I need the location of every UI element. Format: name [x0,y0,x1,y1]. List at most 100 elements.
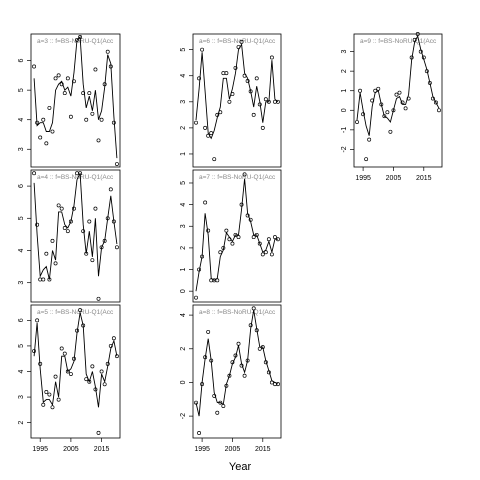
data-point [35,222,40,227]
data-point [215,278,220,283]
data-point [427,80,432,85]
data-point [260,345,265,350]
data-point [102,238,107,243]
data-point [78,308,83,313]
data-point [260,125,265,130]
data-point [254,328,259,333]
data-point [44,141,49,146]
data-point [194,295,198,300]
data-point [41,117,46,122]
data-point [114,245,119,250]
data-point [93,387,98,392]
data-point [239,39,244,44]
panel-frame [192,169,282,303]
data-point [242,73,247,78]
data-point [254,76,259,81]
y-tick-label: 2 [341,69,348,73]
series-line [33,36,118,159]
data-point [197,430,202,435]
x-tick-label: 1995 [355,175,371,182]
data-point [257,241,262,246]
series-line [195,310,279,417]
data-point [206,329,211,334]
data-point [242,373,247,378]
y-tick-label: 6 [18,184,25,188]
panel-frame [30,169,121,303]
y-tick-label: 0 [180,380,187,384]
data-point [236,341,241,346]
data-point [430,96,435,101]
data-point [206,228,211,233]
y-tick-label: 3 [180,224,187,228]
data-point [233,65,238,70]
data-point [50,405,55,410]
y-tick-label: 4 [18,248,25,252]
data-point [50,238,55,243]
data-point [245,358,250,363]
data-point [99,369,104,374]
data-point [65,369,70,374]
data-point [276,99,280,104]
data-point [111,120,116,125]
data-point [394,92,399,97]
data-point [218,400,223,405]
data-point [412,37,417,42]
data-point [269,380,274,385]
x-axis-label: Year [229,461,252,473]
data-point [269,55,274,60]
data-point [227,99,232,104]
data-point [233,353,238,358]
data-point [203,125,208,130]
data-point [59,82,64,87]
data-point [224,228,229,233]
data-point [78,171,83,176]
data-point [93,67,98,72]
data-point [406,96,411,101]
data-point [242,172,247,177]
data-point [230,92,235,96]
data-point [32,64,37,69]
x-tick-label: 2015 [94,446,110,453]
data-point [197,76,202,81]
data-point [90,111,95,116]
panel-frame [192,33,282,168]
data-point [263,97,268,102]
data-point [200,382,205,387]
data-point [90,258,95,263]
data-point [87,91,92,96]
data-point [415,32,420,36]
x-tick-label: 2015 [416,175,432,182]
panel-title: a=8 :: f=BS-NoRU-Q1(Acc [199,309,276,316]
data-point [81,323,86,328]
y-tick-label: 2 [18,421,25,425]
data-point [87,379,92,384]
data-point [50,129,55,134]
data-point [263,360,268,365]
panel-title: a=6 :: f=BS-NoRU-Q1(Acc [199,38,276,45]
data-point [409,55,414,60]
data-point [75,328,79,333]
data-point [215,112,220,117]
data-point [403,106,408,111]
data-point [206,133,211,138]
data-point [81,91,86,96]
data-point [355,120,359,124]
x-tick-label: 2005 [225,446,241,453]
data-point [236,45,241,49]
data-point [276,237,280,242]
y-tick-label: 0 [180,289,187,293]
data-point [248,89,253,94]
data-point [257,346,262,351]
data-point [433,100,438,105]
data-point [424,69,429,74]
data-point [236,235,241,240]
y-tick-label: 5 [180,181,187,185]
data-point [272,235,277,240]
data-point [227,373,232,378]
data-point [105,361,110,366]
